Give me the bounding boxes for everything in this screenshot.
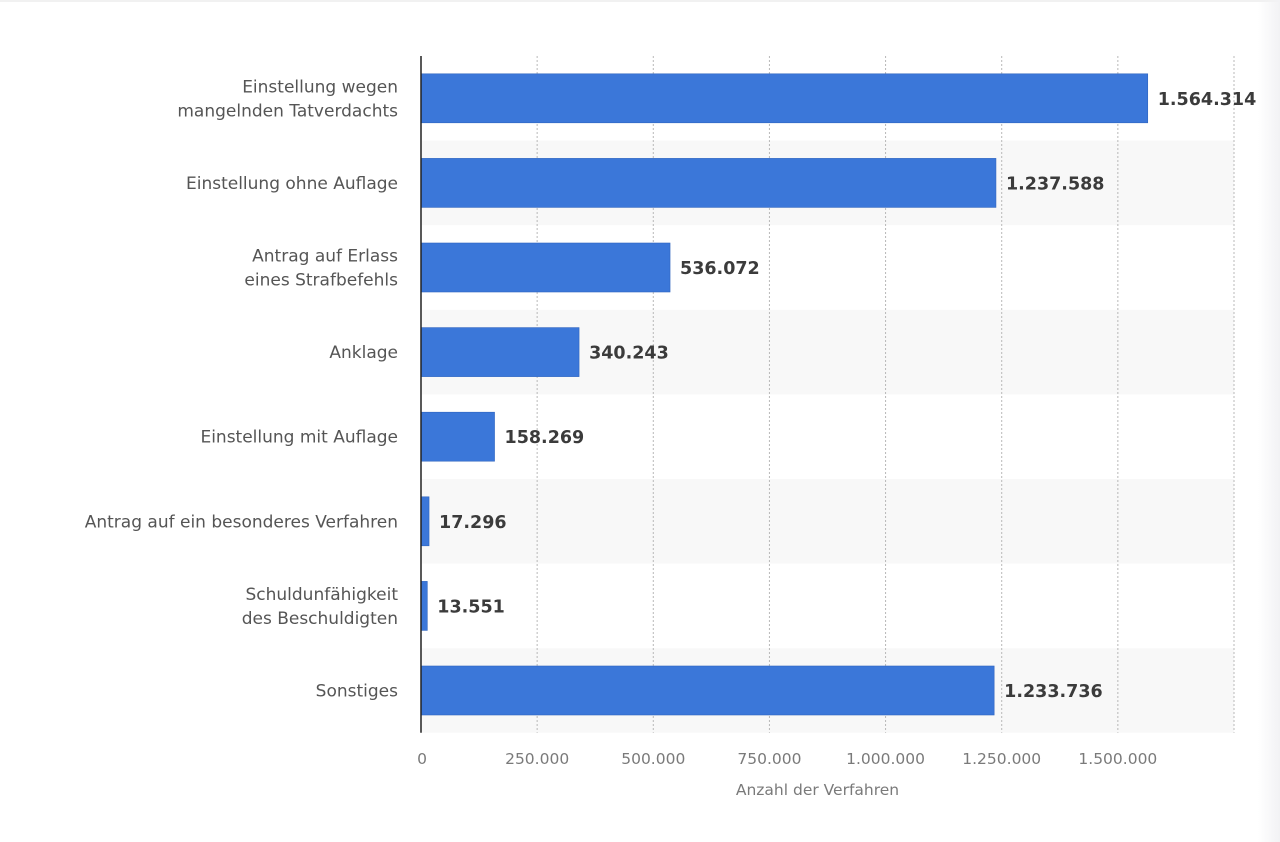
category-label: Anklage bbox=[329, 343, 398, 363]
value-label: 17.296 bbox=[439, 513, 507, 533]
bar bbox=[420, 496, 430, 547]
x-tick-label: 500.000 bbox=[621, 750, 685, 768]
right-edge-shade bbox=[1258, 0, 1280, 842]
category-label: eines Strafbefehls bbox=[244, 271, 398, 291]
top-border bbox=[0, 0, 1280, 2]
value-label: 158.269 bbox=[505, 428, 585, 448]
value-labels: 1.564.314 1.237.588 536.072 340.243 158.269 1… bbox=[437, 90, 1256, 702]
x-tick-labels: 0 250.000 500.000 750.000 1.000.000 1.250.000… bbox=[417, 750, 1157, 768]
bar bbox=[420, 242, 671, 293]
value-label: 1.237.588 bbox=[1006, 174, 1105, 194]
category-label: Einstellung ohne Auflage bbox=[186, 174, 398, 194]
bar bbox=[420, 327, 580, 377]
value-label: 340.243 bbox=[589, 344, 669, 364]
category-labels: Einstellung wegen mangelnden Tatverdachts… bbox=[85, 77, 399, 701]
row-background bbox=[421, 479, 1234, 564]
category-label: mangelnden Tatverdachts bbox=[177, 101, 398, 121]
x-tick-label: 250.000 bbox=[505, 750, 569, 768]
value-label: 1.564.314 bbox=[1158, 90, 1257, 110]
category-label: des Beschuldigten bbox=[242, 609, 398, 629]
x-tick-label: 1.000.000 bbox=[846, 750, 925, 768]
category-label: Antrag auf Erlass bbox=[252, 247, 398, 267]
x-axis-title: Anzahl der Verfahren bbox=[736, 781, 899, 799]
category-label: Schuldunfähigkeit bbox=[245, 585, 398, 605]
category-label: Sonstiges bbox=[316, 682, 398, 702]
value-label: 13.551 bbox=[437, 597, 505, 617]
x-tick-label: 0 bbox=[417, 750, 427, 768]
category-label: Antrag auf ein besonderes Verfahren bbox=[85, 512, 398, 532]
bar bbox=[420, 665, 995, 716]
bars bbox=[420, 73, 1149, 716]
value-label: 1.233.736 bbox=[1004, 682, 1103, 702]
category-label: Einstellung mit Auflage bbox=[200, 428, 398, 448]
x-tick-label: 1.250.000 bbox=[962, 750, 1041, 768]
x-tick-label: 750.000 bbox=[737, 750, 801, 768]
value-label: 536.072 bbox=[680, 259, 760, 279]
bar bbox=[420, 158, 997, 208]
bar bbox=[420, 581, 428, 631]
bar bbox=[420, 411, 495, 462]
x-tick-label: 1.500.000 bbox=[1078, 750, 1157, 768]
category-label: Einstellung wegen bbox=[242, 77, 398, 97]
bar bbox=[420, 73, 1149, 124]
